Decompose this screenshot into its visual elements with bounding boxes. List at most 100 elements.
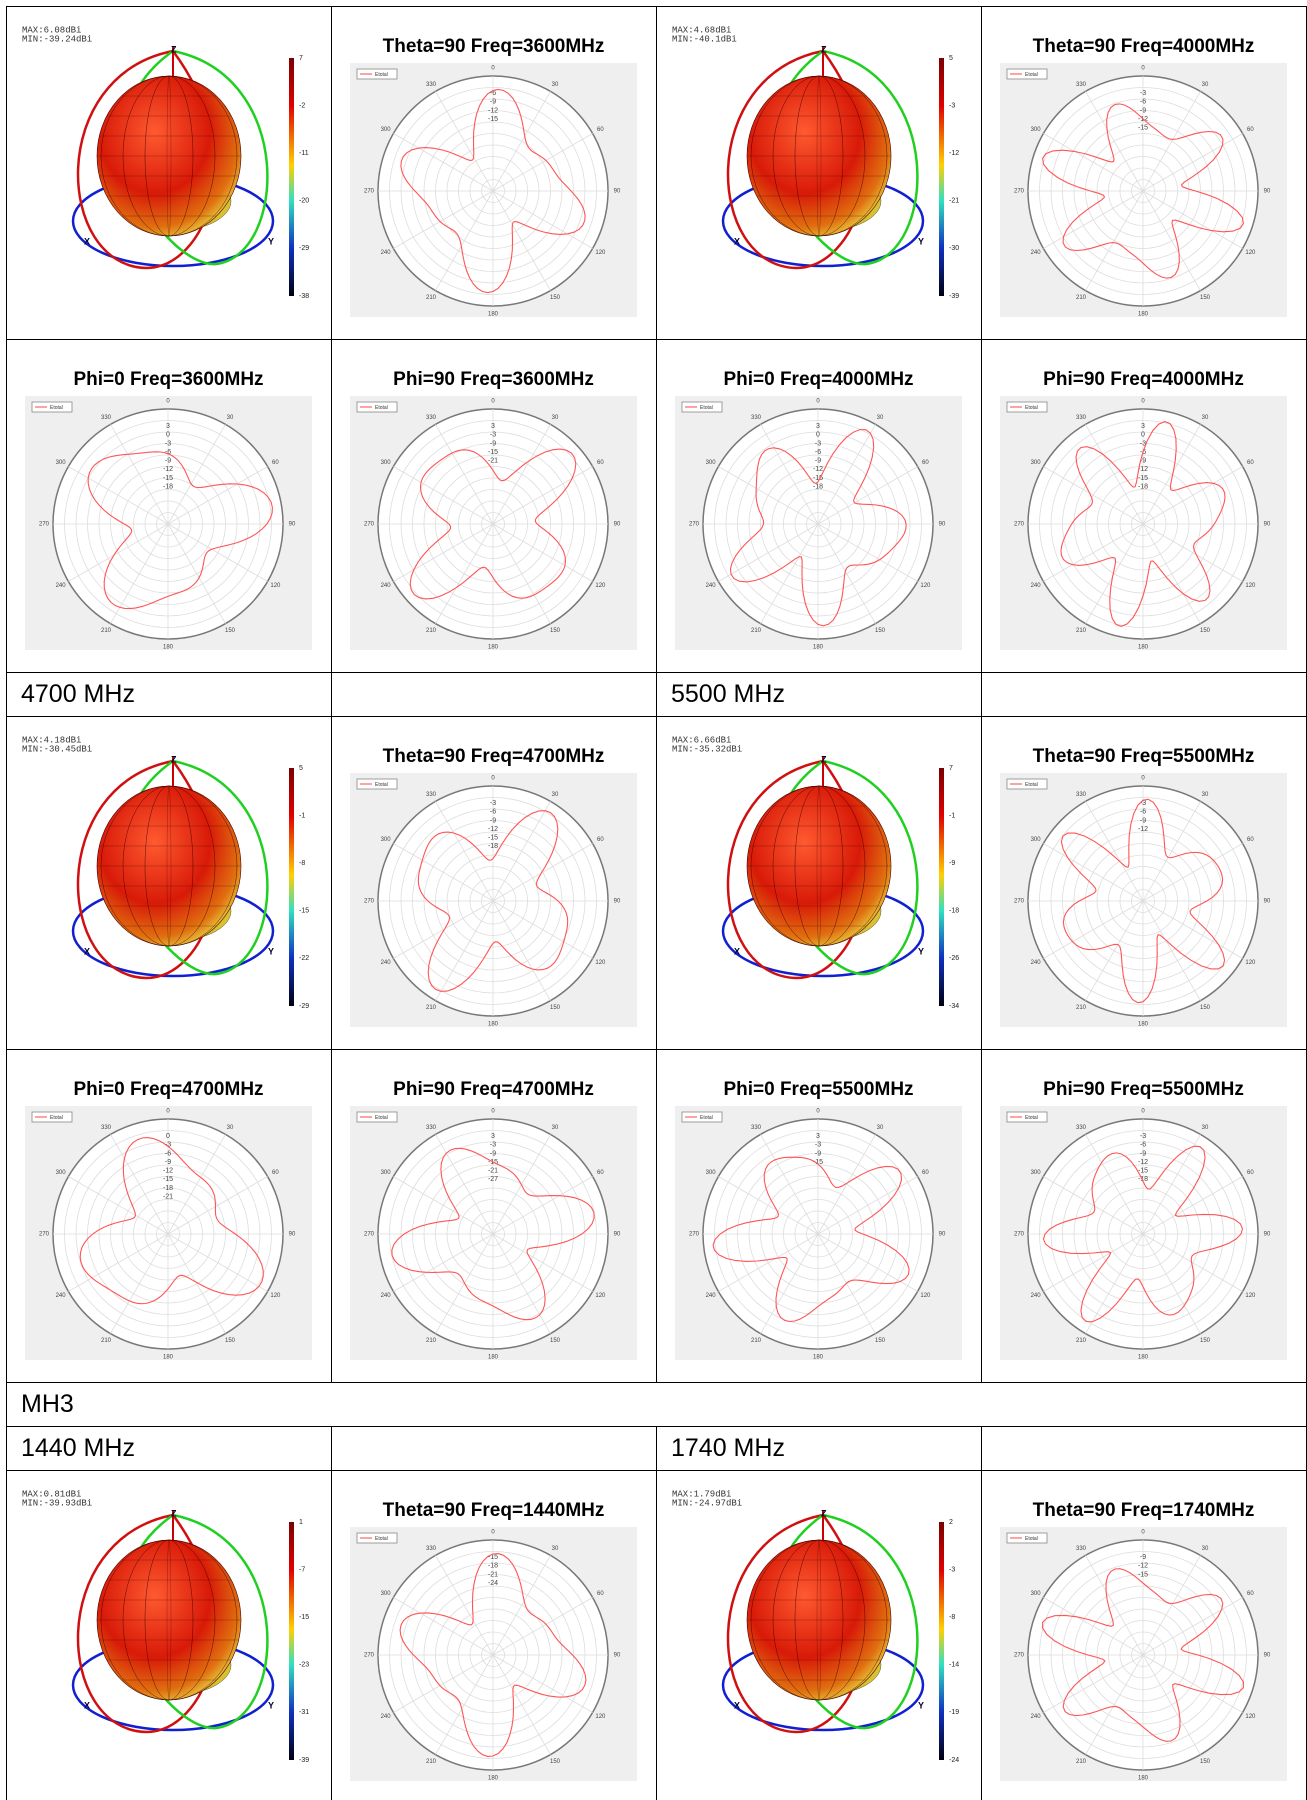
chart-title: Theta=90 Freq=3600MHz xyxy=(383,36,605,57)
spoke xyxy=(1043,466,1144,525)
colorbar-label: -20 xyxy=(299,198,309,205)
spoke xyxy=(1142,466,1243,525)
spoke xyxy=(1085,1654,1144,1755)
radial-label: -12 xyxy=(488,826,498,833)
angle-label: 90 xyxy=(614,522,621,528)
radial-label: -6 xyxy=(165,1150,171,1157)
angle-label: 30 xyxy=(552,1546,559,1552)
polar-cell: Theta=90 Freq=5500MHz 0 30 60 90 120 150 180 210… xyxy=(981,716,1307,1050)
angle-label: 180 xyxy=(488,312,499,318)
legend-box xyxy=(356,1111,398,1123)
spoke xyxy=(817,424,876,525)
angle-label: 240 xyxy=(706,1293,717,1299)
angle-label: 270 xyxy=(1014,1232,1025,1238)
axis-letter: X xyxy=(84,946,90,956)
radial-label: -3 xyxy=(490,800,496,807)
radial-label: -18 xyxy=(488,843,498,850)
angle-label: 240 xyxy=(1031,1293,1042,1299)
angle-label: 240 xyxy=(381,1293,392,1299)
spoke xyxy=(1043,1233,1144,1292)
angle-label: 270 xyxy=(1014,189,1025,195)
radial-label: 3 xyxy=(491,1133,495,1140)
spoke xyxy=(817,523,918,582)
colorbar-label: -11 xyxy=(299,150,309,157)
angle-label: 330 xyxy=(426,415,437,421)
spoke xyxy=(167,1176,268,1235)
angle-label: 60 xyxy=(1247,127,1254,133)
spoke xyxy=(492,843,593,902)
spoke xyxy=(1043,900,1144,959)
angle-label: 30 xyxy=(552,1125,559,1131)
angle-label: 270 xyxy=(364,1232,375,1238)
angle-label: 0 xyxy=(166,399,170,405)
spoke xyxy=(492,1654,593,1713)
angle-label: 270 xyxy=(39,522,50,528)
spoke xyxy=(1142,1555,1201,1656)
angle-label: 90 xyxy=(1264,1653,1271,1659)
radial-label: -12 xyxy=(163,1168,173,1175)
radial-label: -9 xyxy=(165,1159,171,1166)
angle-label: 60 xyxy=(1247,1170,1254,1176)
polar-chart: Theta=90 Freq=3600MHz 0 30 60 90 120 150 180 210… xyxy=(350,36,637,318)
radial-label: -18 xyxy=(163,1185,173,1192)
radial-label: -3 xyxy=(815,440,821,447)
spoke xyxy=(167,523,226,624)
angle-label: 150 xyxy=(875,628,886,634)
spoke xyxy=(492,190,593,249)
spoke xyxy=(1085,190,1144,291)
colorbar-label: -15 xyxy=(299,908,309,915)
radial-label: -3 xyxy=(815,1142,821,1149)
max-label: MAX:4.68dBi xyxy=(672,25,731,35)
angle-label: 330 xyxy=(751,415,762,421)
chart-title: Theta=90 Freq=4000MHz xyxy=(1033,36,1255,57)
pattern-curve xyxy=(1042,1568,1244,1742)
colorbar-label: -38 xyxy=(299,293,309,300)
spoke xyxy=(492,1134,551,1235)
frequency-label: 5500 MHz xyxy=(671,680,785,708)
angle-label: 30 xyxy=(552,415,559,421)
radial-label: -15 xyxy=(488,449,498,456)
legend-box xyxy=(1006,401,1048,413)
radial-label: -6 xyxy=(1140,809,1146,816)
angle-label: 0 xyxy=(491,776,495,782)
section-heading: MH3 xyxy=(21,1390,74,1418)
spoke xyxy=(760,1233,819,1334)
radial-label: -15 xyxy=(163,1176,173,1183)
radial-label: 0 xyxy=(816,432,820,439)
spoke xyxy=(492,133,593,192)
min-label: MIN:-39.93dBi xyxy=(22,1498,92,1508)
legend-label: Etotal xyxy=(1025,72,1038,78)
spoke xyxy=(435,424,494,525)
radial-label: -9 xyxy=(1140,107,1146,114)
min-label: MIN:-40.1dBi xyxy=(672,34,737,44)
radial-label: -15 xyxy=(488,116,498,123)
colorbar-label: -3 xyxy=(949,102,955,109)
radial-label: 3 xyxy=(816,423,820,430)
angle-label: 180 xyxy=(813,645,824,651)
angle-label: 240 xyxy=(381,1714,392,1720)
spoke xyxy=(393,133,494,192)
legend-label: Etotal xyxy=(1025,1536,1038,1542)
spoke xyxy=(492,424,551,525)
max-label: MAX:0.81dBi xyxy=(22,1489,81,1499)
spoke xyxy=(1085,1233,1144,1334)
spoke xyxy=(1142,1654,1243,1713)
pattern-3d-cell: MAX:6.08dBi MIN:-39.24dBi 7 -2 -11 -20 -29 -38 Z… xyxy=(6,6,332,340)
legend-box xyxy=(1006,778,1048,790)
label-cell: 4700 MHz xyxy=(6,672,332,717)
spoke xyxy=(393,1176,494,1235)
spoke xyxy=(435,801,494,902)
spoke xyxy=(1043,843,1144,902)
angle-label: 90 xyxy=(614,1232,621,1238)
angle-label: 0 xyxy=(1141,1109,1145,1115)
spoke xyxy=(1142,1233,1201,1334)
angle-label: 330 xyxy=(101,1125,112,1131)
legend-label: Etotal xyxy=(1025,782,1038,788)
radial-label: -18 xyxy=(163,483,173,490)
spoke xyxy=(1085,801,1144,902)
chart-title: Theta=90 Freq=1440MHz xyxy=(383,1500,605,1521)
angle-label: 120 xyxy=(595,250,606,256)
